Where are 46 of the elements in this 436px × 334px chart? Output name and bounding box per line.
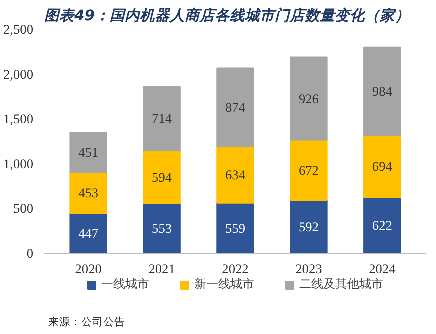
bar — [216, 68, 254, 148]
legend-label: 新一线城市 — [194, 276, 254, 293]
bar — [70, 212, 108, 254]
source-note: 来源：公司公告 — [48, 316, 126, 328]
x-tick-label: 2024 — [369, 262, 396, 276]
data-label: 451 — [78, 145, 99, 160]
data-label: 622 — [372, 218, 392, 234]
x-tick-label: 2023 — [296, 262, 323, 276]
bar — [216, 146, 254, 204]
bar — [290, 200, 328, 254]
x-tick-label: 2021 — [148, 262, 176, 276]
bar — [143, 150, 181, 204]
data-label: 672 — [298, 162, 319, 178]
bar — [143, 86, 181, 152]
legend-label: 二线及其他城市 — [300, 276, 384, 293]
data-label: 447 — [78, 226, 99, 241]
bar — [70, 172, 108, 214]
y-tick-label: 0 — [26, 246, 34, 261]
bar — [216, 202, 254, 254]
bar — [364, 46, 402, 136]
bar — [364, 197, 402, 254]
y-tick-label: 2,000 — [4, 66, 34, 82]
y-tick-label: 2,500 — [4, 22, 34, 37]
data-label: 594 — [152, 170, 172, 185]
bar — [70, 132, 108, 174]
data-label: 714 — [152, 111, 172, 126]
data-label: 984 — [372, 84, 393, 100]
bar — [290, 140, 328, 201]
chart-title: 图表49：国内机器人商店各线城市门店数量变化（家） — [44, 8, 410, 24]
y-tick-label: 1,000 — [4, 156, 34, 172]
data-label: 694 — [372, 159, 393, 174]
data-label: 553 — [152, 221, 172, 236]
x-tick-label: 2020 — [75, 262, 102, 276]
x-tick-label: 2022 — [222, 262, 249, 276]
data-label: 634 — [226, 168, 246, 183]
data-label: 592 — [298, 219, 319, 234]
legend-label: 一线城市 — [102, 276, 150, 293]
y-tick-label: 500 — [14, 201, 34, 216]
data-label: 453 — [78, 186, 99, 201]
data-label: 874 — [226, 100, 246, 115]
bar — [364, 135, 402, 198]
y-tick-label: 1,500 — [4, 112, 34, 127]
bar — [290, 56, 328, 141]
data-label: 926 — [298, 91, 320, 106]
bar — [143, 203, 181, 254]
data-label: 559 — [226, 220, 246, 236]
